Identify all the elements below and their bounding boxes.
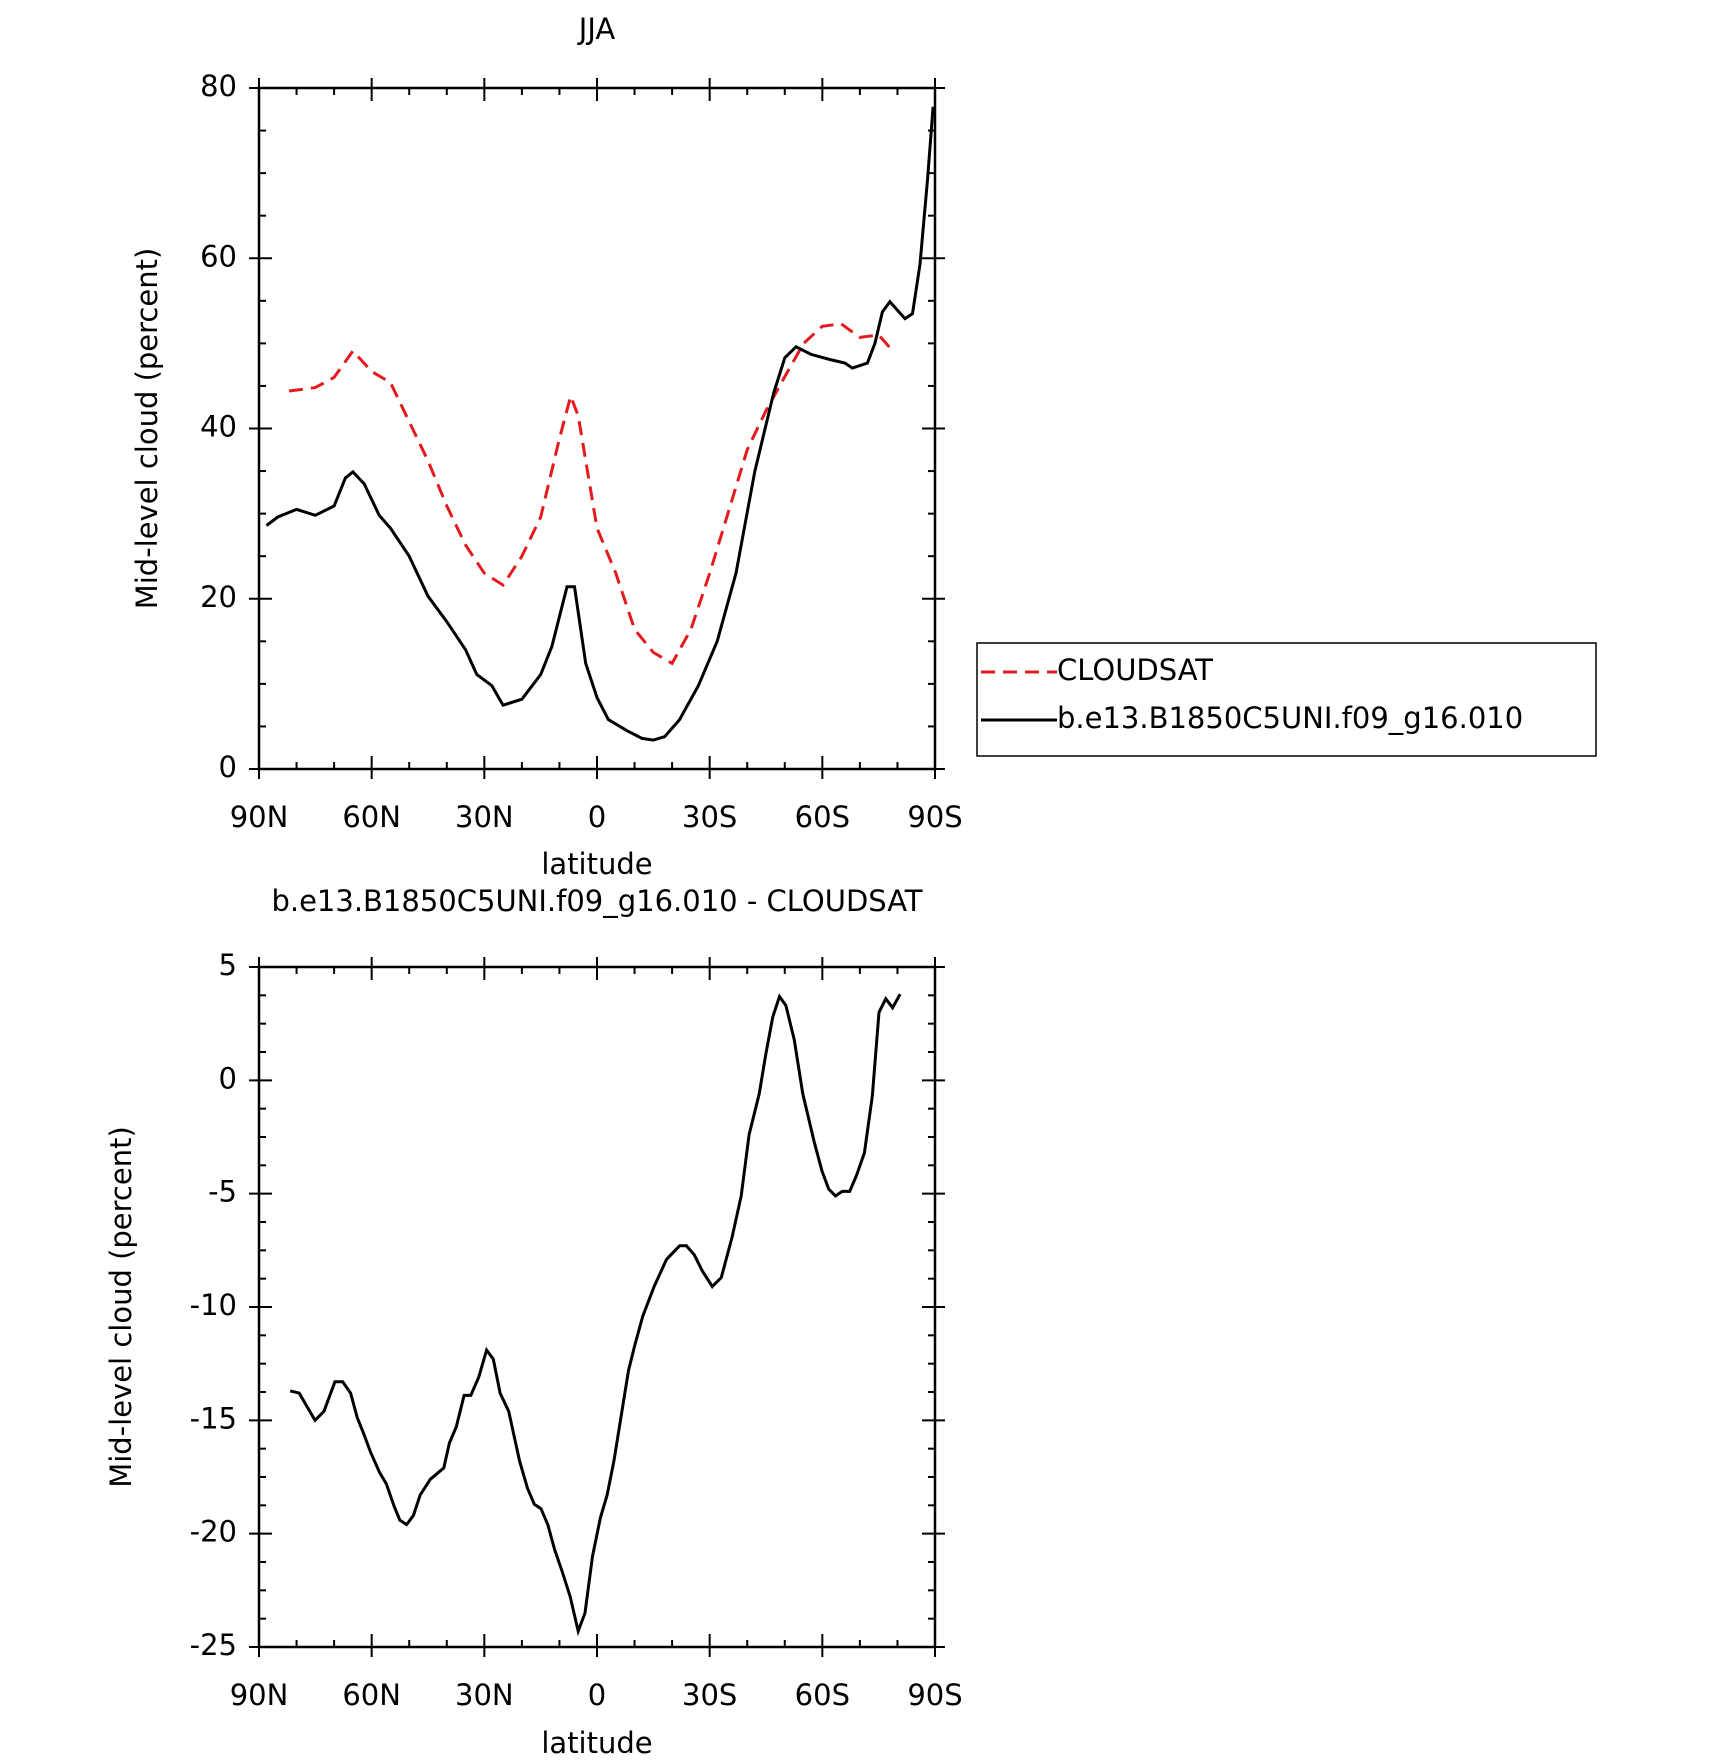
x-tick-label: 30N	[455, 800, 514, 834]
x-tick-label: 60N	[342, 800, 401, 834]
x-tick-label: 90N	[230, 800, 289, 834]
x-tick-label: 30S	[682, 800, 737, 834]
x-tick-label: 60N	[342, 1678, 401, 1712]
x-tick-label: 90N	[230, 1678, 289, 1712]
plot: JJA latitude Mid-level cloud (percent) 0 20 4…	[130, 12, 1597, 881]
y-tick-label: 80	[200, 69, 237, 103]
plot: b.e13.B1850C5UNI.f09_g16.010 - CLOUDSAT l…	[104, 884, 963, 1760]
y-axis-label: Mid-level cloud (percent)	[130, 248, 164, 610]
legend-box	[976, 642, 1597, 757]
y-tick-label: 40	[200, 410, 237, 444]
y-tick-label: -15	[190, 1401, 237, 1435]
x-tick-label: 0	[588, 800, 606, 834]
legend-label: b.e13.B1850C5UNI.f09_g16.010	[1057, 701, 1523, 735]
x-tick-label: 30N	[455, 1678, 514, 1712]
y-tick-label: -20	[190, 1515, 237, 1549]
legend-label: CLOUDSAT	[1057, 653, 1213, 687]
x-tick-label: 90S	[907, 800, 962, 834]
y-tick-label: 20	[200, 580, 237, 614]
x-tick-label: 60S	[795, 1678, 850, 1712]
data-line	[289, 993, 902, 1637]
plot-frame	[257, 86, 937, 771]
y-tick-label: -5	[208, 1175, 237, 1209]
y-tick-label: 5	[219, 948, 237, 982]
y-axis-label: Mid-level cloud (percent)	[104, 1126, 138, 1488]
x-tick-label: 30S	[682, 1678, 737, 1712]
y-tick-label: 0	[219, 1061, 237, 1095]
x-tick-label: 60S	[795, 800, 850, 834]
legend: CLOUDSAT b.e13.B1850C5UNI.f09_g16.010	[976, 642, 1597, 757]
y-tick-label: -10	[190, 1288, 237, 1322]
chart-title: JJA	[577, 12, 616, 46]
x-tick-label: 0	[588, 1678, 606, 1712]
y-tick-label: -25	[190, 1628, 237, 1662]
y-tick-label: 60	[200, 239, 237, 273]
x-axis-label: latitude	[541, 847, 652, 881]
y-tick-label: 0	[219, 750, 237, 784]
chart-title: b.e13.B1850C5UNI.f09_g16.010 - CLOUDSAT	[271, 884, 922, 918]
data-line	[288, 322, 895, 666]
x-axis-label: latitude	[541, 1726, 652, 1760]
plot-frame	[257, 965, 937, 1649]
data-line	[265, 106, 935, 742]
x-tick-label: 90S	[907, 1678, 962, 1712]
